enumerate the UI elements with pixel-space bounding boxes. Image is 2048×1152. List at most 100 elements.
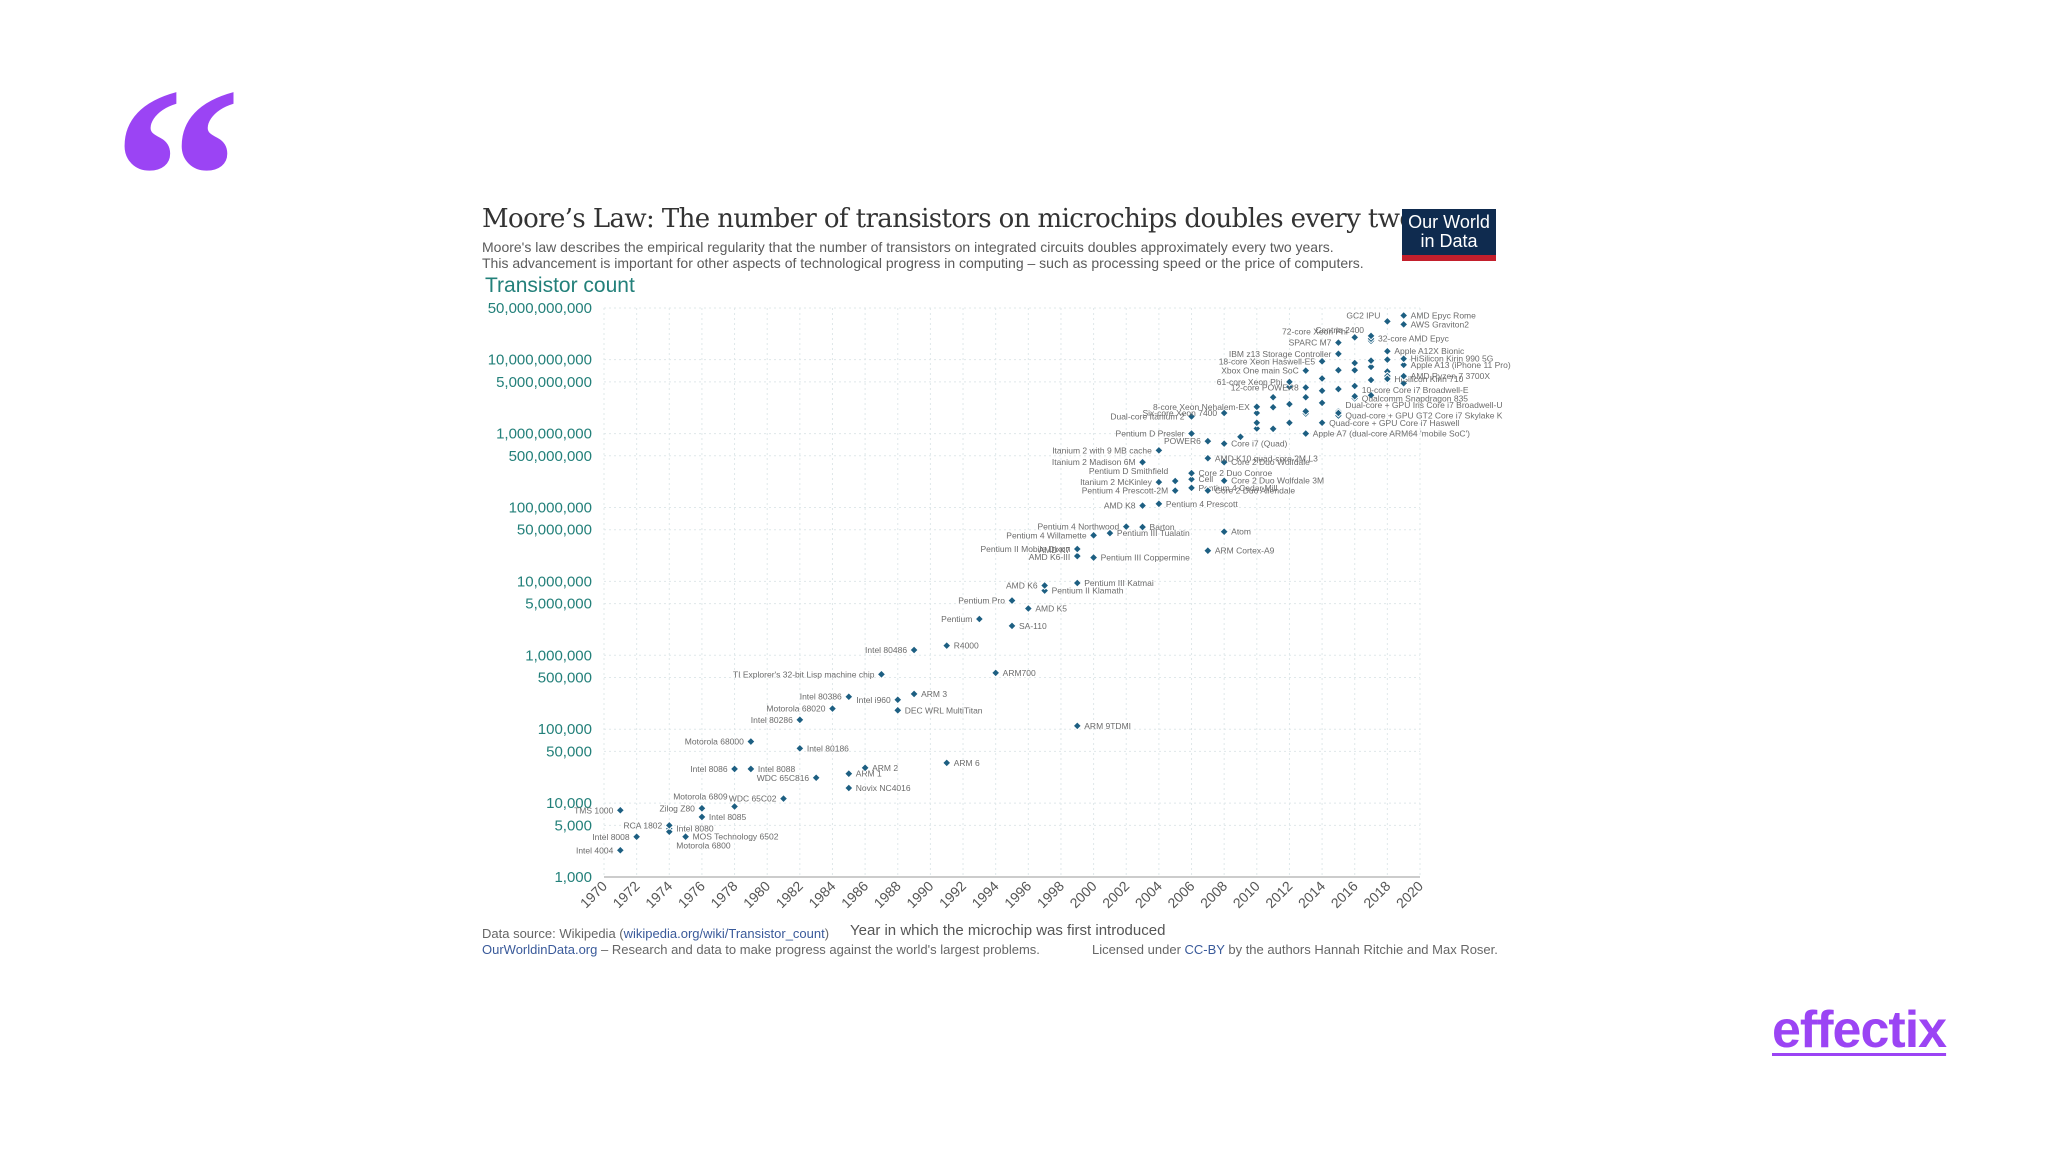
data-source-note: Data source: Wikipedia (wikipedia.org/wi… — [482, 926, 829, 941]
data-point-label: R4000 — [954, 641, 979, 651]
data-point — [1203, 545, 1213, 556]
data-point-label: Apple A7 (dual-core ARM64 'mobile SoC') — [1313, 429, 1470, 439]
data-point — [1154, 499, 1164, 509]
data-point — [664, 827, 674, 837]
data-point — [1252, 402, 1262, 412]
data-point-label: Pentium II Mobile Dixon — [981, 544, 1071, 554]
data-point — [1333, 384, 1344, 394]
data-point — [844, 783, 854, 793]
x-tick-label: 1976 — [675, 878, 708, 911]
data-point-label: Pentium D Presler — [1116, 429, 1185, 439]
data-point-label: SPARC M7 — [1289, 338, 1332, 348]
source-suffix: ) — [824, 926, 830, 941]
data-point-label: Atom — [1231, 527, 1251, 537]
data-point-label: MOS Technology 6502 — [693, 832, 779, 842]
data-point — [876, 669, 887, 680]
y-tick-label: 10,000 — [546, 795, 592, 812]
brand-logo[interactable]: effectix — [1772, 1001, 1947, 1059]
y-tick-label: 50,000,000,000 — [488, 300, 592, 317]
data-point-label: Pentium III Tualatin — [1117, 528, 1190, 538]
data-point-label: Core 2 Duo Wolfdale — [1231, 457, 1310, 467]
source-link[interactable]: wikipedia.org/wiki/Transistor_count — [623, 926, 825, 941]
owid-link[interactable]: OurWorldinData.org — [482, 942, 598, 957]
x-tick-label: 1988 — [871, 878, 904, 911]
data-point-label: Pentium III Coppermine — [1101, 553, 1191, 563]
data-point — [1333, 349, 1344, 359]
data-point-label: HiSilicon Kirin 990 5G — [1411, 354, 1494, 364]
data-point — [1284, 382, 1295, 392]
data-point-label: Core i7 (Quad) — [1231, 439, 1287, 449]
data-point — [1350, 365, 1360, 375]
data-point-label: Intel 8086 — [690, 764, 728, 774]
data-point — [1333, 408, 1344, 418]
data-point-label: POWER6 — [1164, 436, 1201, 446]
data-point-label: Barton — [1150, 522, 1175, 532]
data-point — [1366, 331, 1376, 341]
data-point — [1398, 354, 1409, 364]
data-point — [1203, 436, 1213, 446]
x-axis-title: Year in which the microchip was first in… — [850, 922, 1166, 939]
data-point-label: Motorola 6809 — [673, 791, 728, 801]
data-point-label: GC2 IPU — [1346, 310, 1380, 320]
data-point — [942, 640, 952, 651]
license-link[interactable]: CC-BY — [1184, 942, 1225, 957]
data-point-label: Intel 8008 — [592, 832, 630, 842]
data-point-label: IBM z13 Storage Controller — [1229, 349, 1332, 359]
data-point-label: Intel 8085 — [709, 812, 747, 822]
x-tick-label: 2004 — [1132, 878, 1165, 911]
x-tick-label: 2016 — [1327, 878, 1360, 911]
owid-logo-line-1: Our World — [1408, 212, 1490, 232]
data-point — [1007, 595, 1017, 606]
data-point-label: Six-core Xeon 7400 — [1142, 408, 1217, 418]
data-point — [1203, 453, 1213, 463]
data-point-label: AMD K6-III — [1029, 552, 1071, 562]
data-point-label: Cell — [1199, 474, 1214, 484]
data-point — [1252, 418, 1262, 428]
data-point — [1154, 445, 1164, 456]
data-point-label: Intel 8088 — [758, 764, 796, 774]
data-point-label: ARM Cortex-A9 — [1215, 546, 1275, 556]
data-point — [1333, 365, 1344, 375]
data-point-label: Apple A13 (iPhone 11 Pro) — [1411, 360, 1511, 370]
data-point-label: Intel 80386 — [800, 692, 842, 702]
x-tick-label: 1986 — [838, 878, 871, 911]
data-point-label: Novix NC4016 — [856, 783, 911, 793]
data-point — [778, 793, 789, 804]
data-point — [1350, 332, 1360, 343]
data-point — [1382, 346, 1393, 356]
data-point — [1072, 578, 1082, 588]
data-point-label: Itanium 2 McKinley — [1080, 477, 1153, 487]
x-tick-label: 1982 — [773, 878, 806, 911]
data-point — [1301, 392, 1311, 402]
data-point — [1088, 552, 1099, 563]
data-point — [1350, 391, 1360, 401]
data-point — [1398, 319, 1409, 330]
x-tick-label: 1992 — [936, 878, 969, 911]
data-point-label: ARM 9TDMI — [1084, 721, 1131, 731]
data-point — [1382, 374, 1393, 384]
data-point-label: Xbox One main SoC — [1221, 366, 1298, 376]
y-axis-title: Transistor count — [485, 274, 635, 297]
data-point — [697, 803, 707, 814]
owid-logo[interactable]: Our World in Data — [1402, 209, 1496, 261]
x-tick-label: 2006 — [1164, 878, 1197, 911]
data-point-label: Quad-core + GPU Core i7 Haswell — [1329, 418, 1459, 428]
data-point — [1072, 551, 1082, 561]
x-tick-label: 1990 — [903, 878, 936, 911]
data-point-label: AMD K10 quad-core 2M L3 — [1215, 453, 1318, 463]
data-point-label: Dual-core Itanium 2 — [1110, 412, 1184, 422]
data-point — [1219, 438, 1229, 449]
data-point — [1039, 585, 1050, 596]
data-point — [795, 743, 805, 754]
data-point — [1317, 356, 1327, 367]
data-point — [631, 832, 642, 842]
data-point — [1088, 530, 1099, 541]
data-point — [1137, 500, 1148, 511]
x-tick-label: 2014 — [1295, 878, 1328, 911]
y-tick-label: 50,000 — [546, 743, 592, 760]
data-point-label: Pentium 4 Prescott-2M — [1082, 486, 1168, 496]
data-point — [1317, 418, 1327, 428]
data-point — [615, 805, 626, 815]
chart-title: Moore’s Law: The number of transistors o… — [482, 204, 1491, 234]
data-point — [1186, 468, 1197, 478]
